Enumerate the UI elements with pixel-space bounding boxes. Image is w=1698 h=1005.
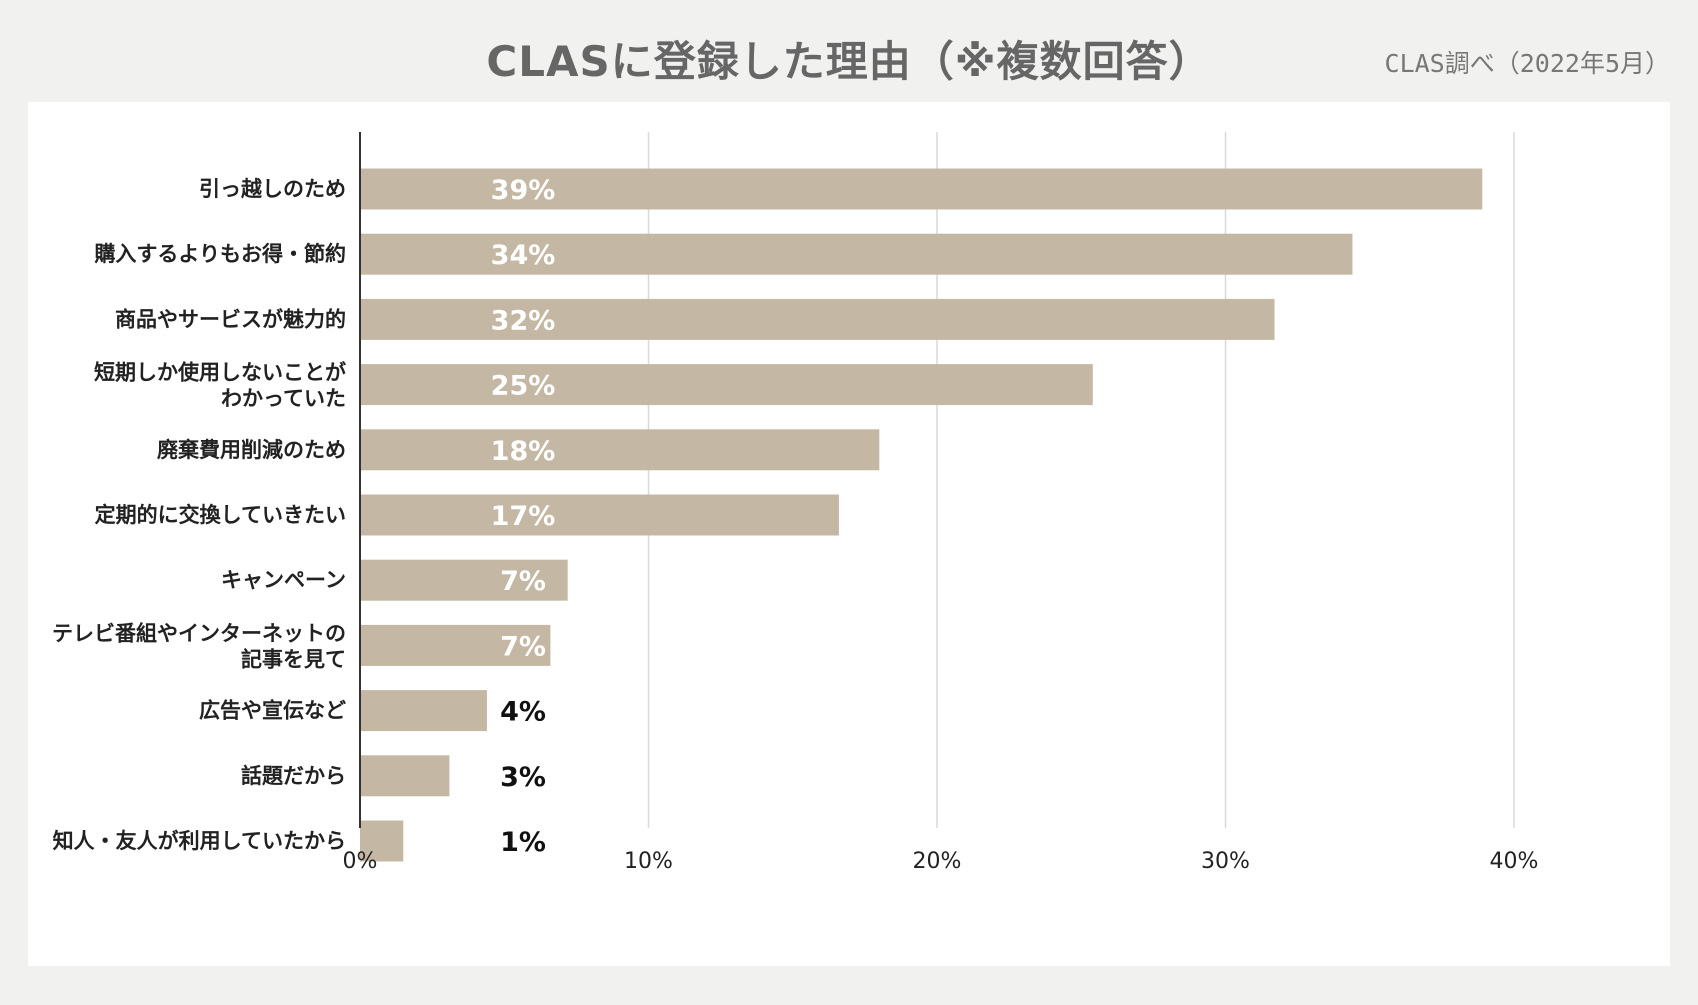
category-label: 広告や宣伝など	[199, 699, 346, 723]
bar-chart: 引っ越しのため 39% 購入するよりもお得・節約 34% 商品やサービスが魅力的 32% 短…	[52, 132, 1539, 874]
bar	[360, 168, 1483, 210]
data-label: 18%	[491, 436, 556, 467]
data-label: 17%	[491, 501, 556, 532]
data-label: 1%	[500, 827, 546, 858]
x-tick-label: 40%	[1490, 849, 1539, 874]
x-tick-label: 10%	[624, 849, 673, 874]
bar	[360, 233, 1353, 275]
category-label: 定期的に交換していきたい	[95, 503, 346, 527]
data-label: 32%	[491, 305, 556, 336]
x-tick-label: 20%	[913, 849, 962, 874]
category-label: キャンペーン	[221, 568, 346, 592]
data-label: 4%	[500, 697, 546, 728]
x-tick-label: 0%	[343, 849, 378, 874]
data-label: 7%	[500, 631, 546, 662]
data-label: 7%	[500, 566, 546, 597]
category-label: 廃棄費用削減のため	[157, 438, 346, 462]
category-label: 商品やサービスが魅力的	[115, 307, 346, 331]
bar	[360, 755, 450, 797]
category-label: 短期しか使用しないことがわかっていた	[94, 361, 346, 411]
x-tick-label: 30%	[1201, 849, 1250, 874]
data-label: 3%	[500, 762, 546, 793]
bar	[360, 690, 487, 732]
category-label: 購入するよりもお得・節約	[93, 242, 346, 266]
bar	[360, 429, 880, 471]
bar	[360, 624, 551, 666]
bar	[360, 298, 1275, 340]
bar	[360, 494, 839, 536]
bar	[360, 820, 404, 862]
bar	[360, 559, 568, 601]
data-label: 25%	[491, 371, 556, 402]
category-label: 話題だから	[241, 764, 346, 788]
category-label: 知人・友人が利用していたから	[53, 829, 346, 853]
chart-card: 引っ越しのため 39% 購入するよりもお得・節約 34% 商品やサービスが魅力的 32% 短…	[28, 102, 1670, 966]
data-label: 34%	[491, 240, 556, 271]
data-label: 39%	[491, 175, 556, 206]
chart-title: CLASに登録した理由（※複数回答）	[486, 37, 1212, 86]
category-label: テレビ番組やインターネットの記事を見て	[52, 621, 346, 671]
category-label: 引っ越しのため	[199, 177, 346, 201]
source-note: CLAS調べ（2022年5月）	[1384, 49, 1670, 78]
bar	[360, 364, 1093, 406]
